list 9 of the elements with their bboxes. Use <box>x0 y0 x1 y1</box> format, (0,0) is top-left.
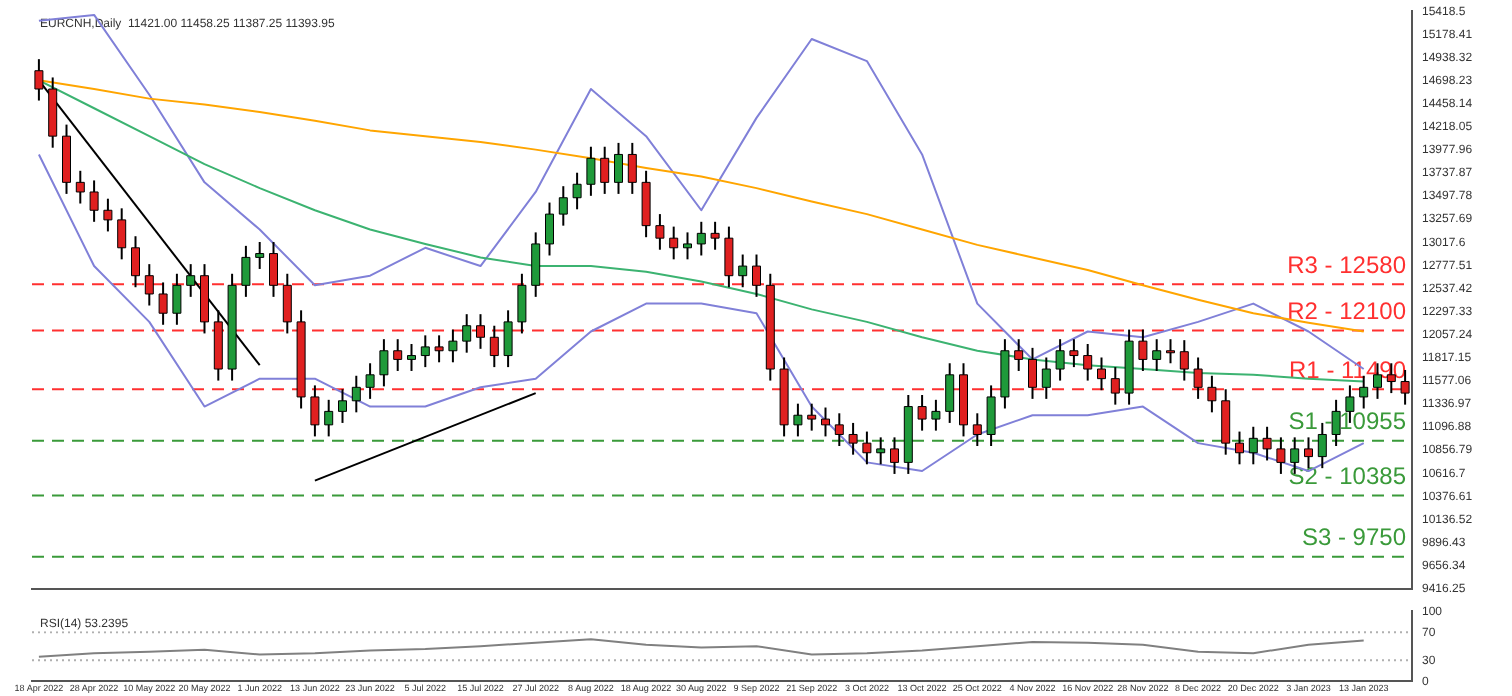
candlestick <box>476 313 485 350</box>
ref-line-label: R2 - 12100 <box>1287 297 1407 326</box>
candlestick <box>269 241 278 298</box>
ref-line-label: S1 - 10955 <box>1288 407 1407 436</box>
candlestick <box>407 343 416 372</box>
candlestick <box>338 388 347 424</box>
ref-line-label: S3 - 9750 <box>1301 523 1407 552</box>
ref-line-label: R3 - 12580 <box>1287 250 1407 279</box>
candlestick <box>890 436 899 475</box>
